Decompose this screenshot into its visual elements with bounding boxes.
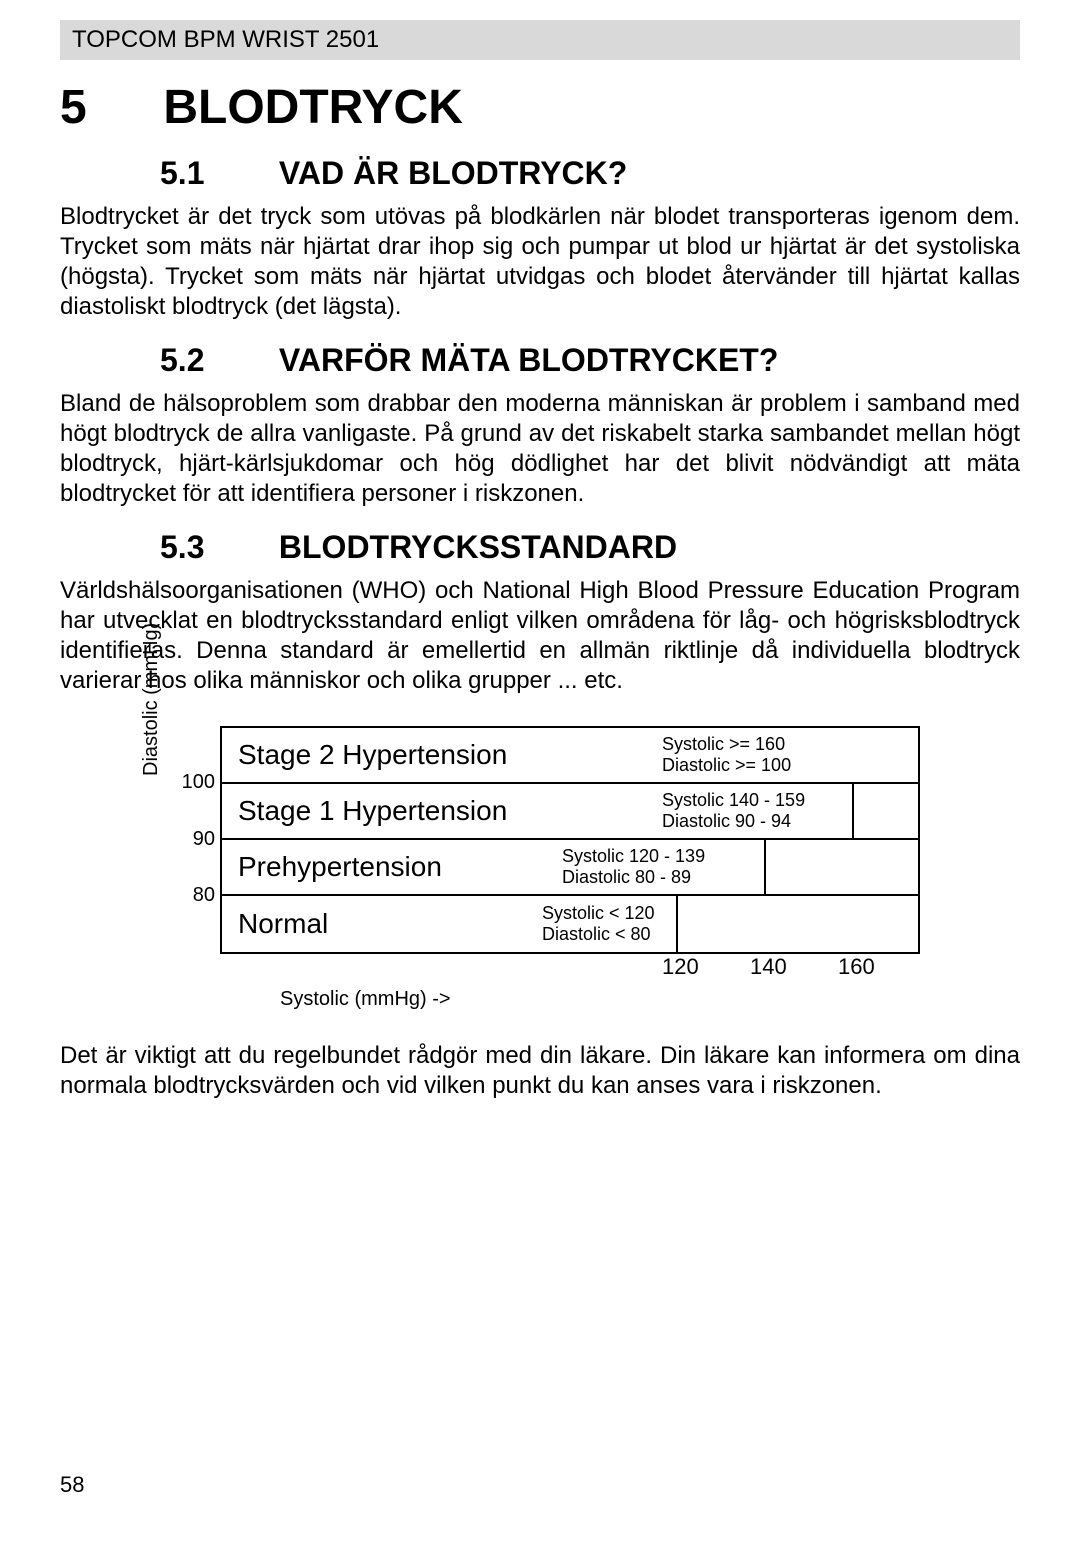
row-systolic: Systolic >= 160 (662, 734, 791, 755)
row-label: Prehypertension (222, 851, 442, 883)
row-label: Stage 1 Hypertension (222, 795, 507, 827)
product-header: TOPCOM BPM WRIST 2501 (60, 20, 1020, 60)
section-heading: 5 BLODTRYCK (60, 80, 1020, 135)
subsection-body: Världshälsoorganisationen (WHO) och Nati… (60, 576, 1020, 696)
y-tick: 90 (175, 828, 215, 851)
page-number: 58 (60, 1472, 84, 1498)
chart-vline (764, 840, 766, 896)
chart-row-prehyp: Prehypertension Systolic 120 - 139 Diast… (222, 840, 918, 896)
chart-row-stage1: Stage 1 Hypertension Systolic 140 - 159 … (222, 784, 918, 840)
x-tick: 140 (750, 954, 787, 980)
subsection-body: Blodtrycket är det tryck som utövas på b… (60, 202, 1020, 322)
row-diastolic: Diastolic 80 - 89 (562, 867, 705, 888)
y-tick: 80 (175, 884, 215, 907)
row-systolic: Systolic 120 - 139 (562, 846, 705, 867)
subsection-title: BLODTRYCKSSTANDARD (279, 529, 677, 565)
y-axis-label: Diastolic (mmHg) (140, 623, 163, 776)
row-diastolic: Diastolic >= 100 (662, 755, 791, 776)
x-tick: 120 (662, 954, 699, 980)
chart-row-stage2: Stage 2 Hypertension Systolic >= 160 Dia… (222, 728, 918, 784)
row-label: Normal (222, 908, 328, 940)
x-axis-label: Systolic (mmHg) -> (280, 988, 920, 1011)
subsection-title: VARFÖR MÄTA BLODTRYCKET? (279, 342, 779, 378)
subsection-number: 5.2 (160, 342, 270, 379)
chart-row-normal: Normal Systolic < 120 Diastolic < 80 (222, 896, 918, 952)
subsection-number: 5.1 (160, 155, 270, 192)
section-title: BLODTRYCK (163, 81, 463, 134)
row-systolic: Systolic 140 - 159 (662, 790, 805, 811)
subsection-heading: 5.1 VAD ÄR BLODTRYCK? (160, 155, 1020, 192)
chart-box: Stage 2 Hypertension Systolic >= 160 Dia… (220, 726, 920, 954)
subsection-number: 5.3 (160, 529, 270, 566)
row-diastolic: Diastolic 90 - 94 (662, 811, 805, 832)
row-label: Stage 2 Hypertension (222, 739, 507, 771)
x-ticks: 120 140 160 (220, 954, 920, 984)
bp-standard-chart: Diastolic (mmHg) 100 90 80 Stage 2 Hyper… (160, 726, 920, 1011)
row-ranges: Systolic 120 - 139 Diastolic 80 - 89 (562, 846, 705, 887)
footer-paragraph: Det är viktigt att du regelbundet rådgör… (60, 1041, 1020, 1101)
row-ranges: Systolic 140 - 159 Diastolic 90 - 94 (662, 790, 805, 831)
chart-vline (676, 896, 678, 952)
chart-vline (852, 784, 854, 840)
subsection-heading: 5.2 VARFÖR MÄTA BLODTRYCKET? (160, 342, 1020, 379)
row-ranges: Systolic >= 160 Diastolic >= 100 (662, 734, 791, 775)
section-number: 5 (60, 80, 150, 135)
x-tick: 160 (838, 954, 875, 980)
row-ranges: Systolic < 120 Diastolic < 80 (542, 903, 655, 944)
y-tick: 100 (175, 771, 215, 794)
subsection-heading: 5.3 BLODTRYCKSSTANDARD (160, 529, 1020, 566)
subsection-title: VAD ÄR BLODTRYCK? (279, 155, 627, 191)
row-diastolic: Diastolic < 80 (542, 924, 655, 945)
subsection-body: Bland de hälsoproblem som drabbar den mo… (60, 389, 1020, 509)
row-systolic: Systolic < 120 (542, 903, 655, 924)
